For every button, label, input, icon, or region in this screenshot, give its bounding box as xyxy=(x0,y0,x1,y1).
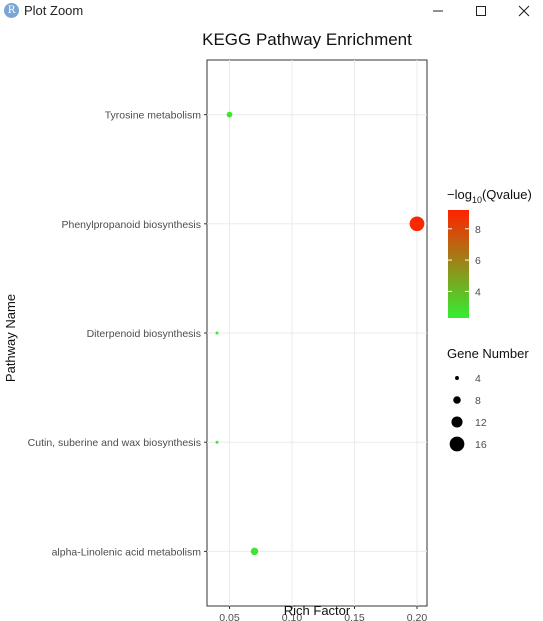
size-legend-label: 16 xyxy=(475,439,487,451)
y-tick-labels: alpha-Linolenic acid metabolism Cutin, su… xyxy=(28,110,207,558)
colorbar-tick-label: 6 xyxy=(475,255,481,267)
data-point xyxy=(226,111,233,118)
size-legend-key xyxy=(451,416,463,428)
size-legend-label: 12 xyxy=(475,417,487,429)
size-legend-label: 4 xyxy=(475,373,481,385)
y-axis-label: Pathway Name xyxy=(3,294,18,382)
size-legend-key xyxy=(453,396,461,404)
x-tick-label: 0.10 xyxy=(282,612,303,621)
y-tick-label: Diterpenoid biosynthesis xyxy=(87,328,201,340)
chart-title: KEGG Pathway Enrichment xyxy=(202,30,412,49)
x-tick-labels: 0.05 0.10 0.15 0.20 xyxy=(219,606,427,621)
y-tick-label: Phenylpropanoid biosynthesis xyxy=(61,219,201,231)
window-titlebar: R Plot Zoom xyxy=(0,0,543,22)
close-button[interactable] xyxy=(504,0,543,22)
r-app-icon: R xyxy=(4,3,19,18)
size-legend-title: Gene Number xyxy=(447,346,529,361)
colorbar-tick-label: 4 xyxy=(475,286,481,298)
data-point xyxy=(215,440,219,444)
x-axis-label: Rich Factor xyxy=(284,603,351,618)
minimize-button[interactable] xyxy=(418,0,458,22)
colorbar xyxy=(448,210,469,318)
size-legend-key xyxy=(455,376,459,380)
window-title: Plot Zoom xyxy=(24,3,84,18)
x-tick-label: 0.20 xyxy=(407,612,428,621)
minimize-icon xyxy=(433,10,443,12)
close-icon xyxy=(518,5,530,17)
size-legend: Gene Number 4 8 12 16 xyxy=(447,346,529,452)
colorbar-tick-label: 8 xyxy=(475,224,481,236)
maximize-icon xyxy=(476,6,486,16)
x-tick-label: 0.05 xyxy=(219,612,240,621)
y-tick-label: alpha-Linolenic acid metabolism xyxy=(52,546,202,558)
y-tick-label: Tyrosine metabolism xyxy=(105,110,202,122)
y-tick-label: Cutin, suberine and wax biosynthesis xyxy=(28,437,201,449)
grid xyxy=(207,60,427,606)
size-legend-key xyxy=(449,436,465,452)
data-point xyxy=(215,331,219,335)
x-tick-label: 0.15 xyxy=(344,612,365,621)
color-legend-title: −log10(Qvalue) xyxy=(447,187,532,205)
maximize-button[interactable] xyxy=(461,0,501,22)
colorbar-ticks: 4 6 8 xyxy=(448,224,481,298)
data-points xyxy=(215,111,425,556)
data-point xyxy=(250,547,259,556)
color-legend: −log10(Qvalue) 4 6 8 xyxy=(447,187,532,318)
chart: KEGG Pathway Enrichment alpha-Linolenic … xyxy=(3,30,532,621)
size-legend-label: 8 xyxy=(475,395,481,407)
data-point xyxy=(409,216,425,232)
